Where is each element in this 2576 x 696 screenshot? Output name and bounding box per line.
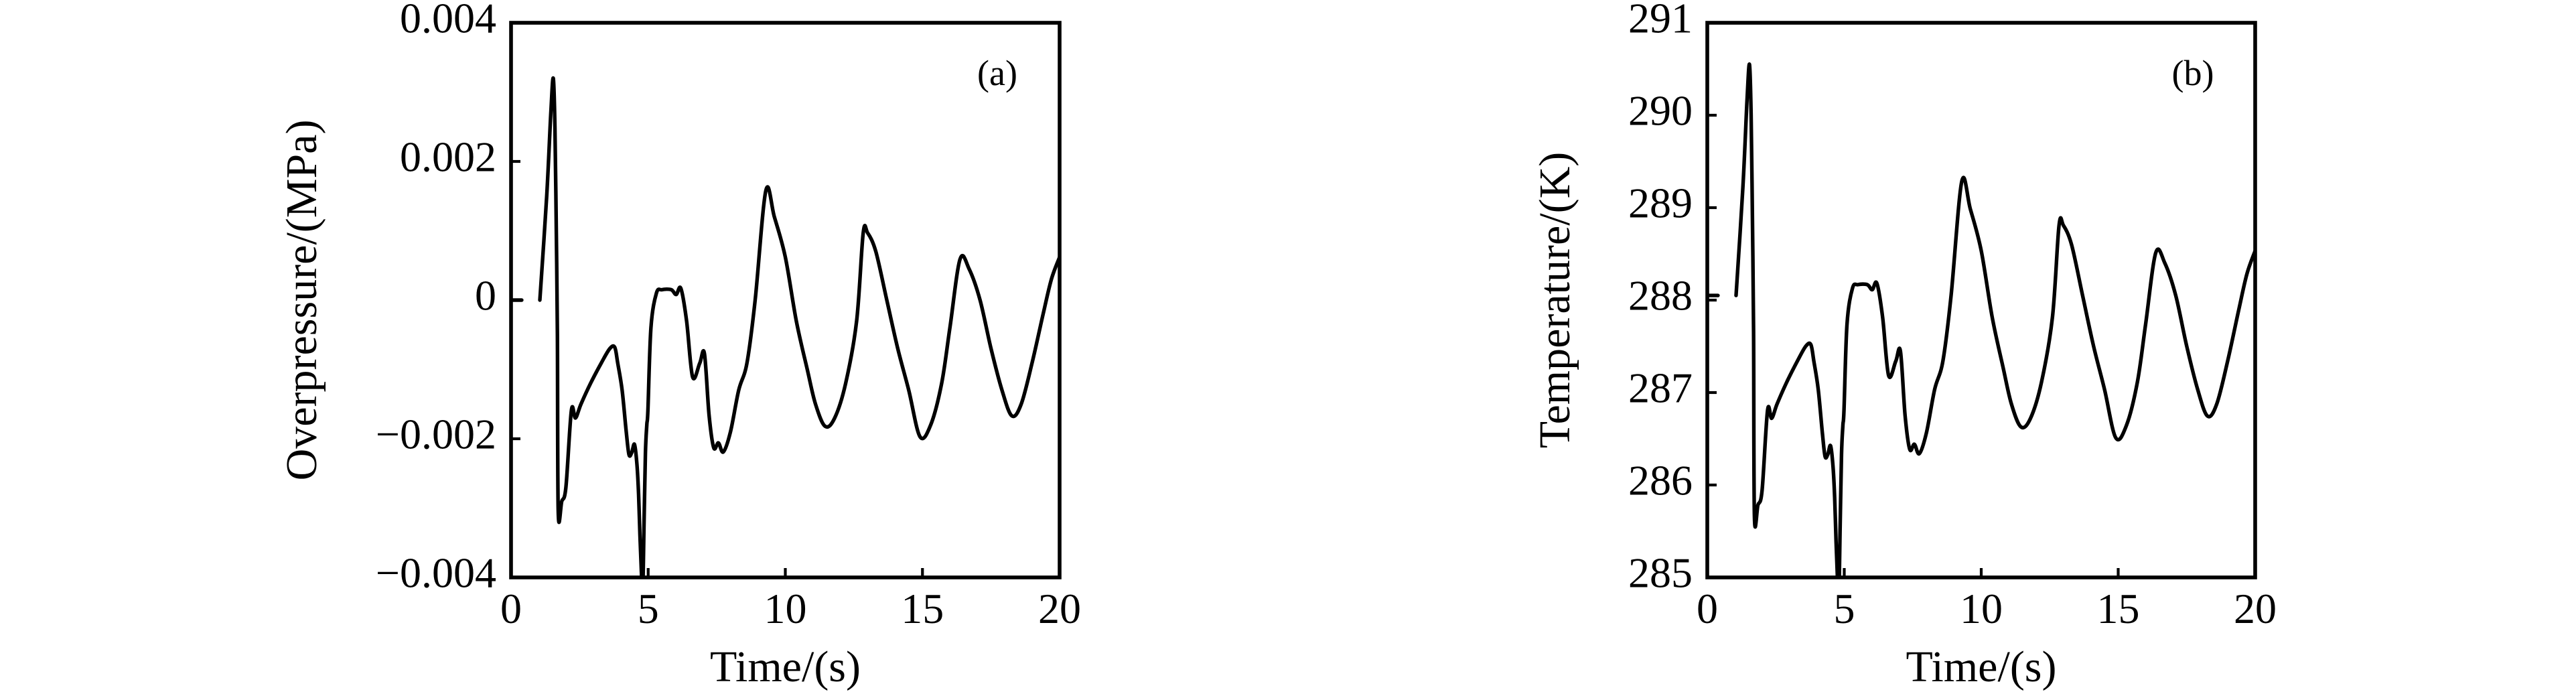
svg-text:20: 20	[1038, 585, 1081, 632]
svg-text:285: 285	[1628, 549, 1693, 597]
svg-text:291: 291	[1628, 0, 1693, 42]
svg-text:0.002: 0.002	[400, 133, 496, 181]
svg-text:Overpressure/(MPa): Overpressure/(MPa)	[277, 120, 326, 481]
svg-text:286: 286	[1628, 457, 1693, 504]
svg-text:5: 5	[1834, 585, 1855, 632]
svg-text:288: 288	[1628, 272, 1693, 320]
svg-text:0.004: 0.004	[400, 0, 496, 42]
svg-text:0: 0	[500, 585, 522, 632]
svg-text:0: 0	[1697, 585, 1718, 632]
svg-text:(a): (a)	[977, 53, 1017, 93]
svg-text:289: 289	[1628, 180, 1693, 227]
svg-text:20: 20	[2234, 585, 2277, 632]
svg-text:5: 5	[638, 585, 659, 632]
svg-text:−0.004: −0.004	[376, 549, 496, 597]
svg-text:0: 0	[475, 272, 496, 320]
svg-text:10: 10	[1960, 585, 2003, 632]
svg-text:Time/(s): Time/(s)	[1906, 642, 2057, 691]
svg-text:Time/(s): Time/(s)	[710, 642, 861, 691]
svg-text:Temperature/(K): Temperature/(K)	[1530, 152, 1579, 448]
svg-text:15: 15	[901, 585, 944, 632]
svg-text:−0.002: −0.002	[376, 411, 496, 458]
svg-text:15: 15	[2097, 585, 2140, 632]
svg-text:(b): (b)	[2172, 53, 2214, 93]
svg-text:10: 10	[764, 585, 807, 632]
svg-text:287: 287	[1628, 364, 1693, 412]
svg-text:290: 290	[1628, 87, 1693, 135]
